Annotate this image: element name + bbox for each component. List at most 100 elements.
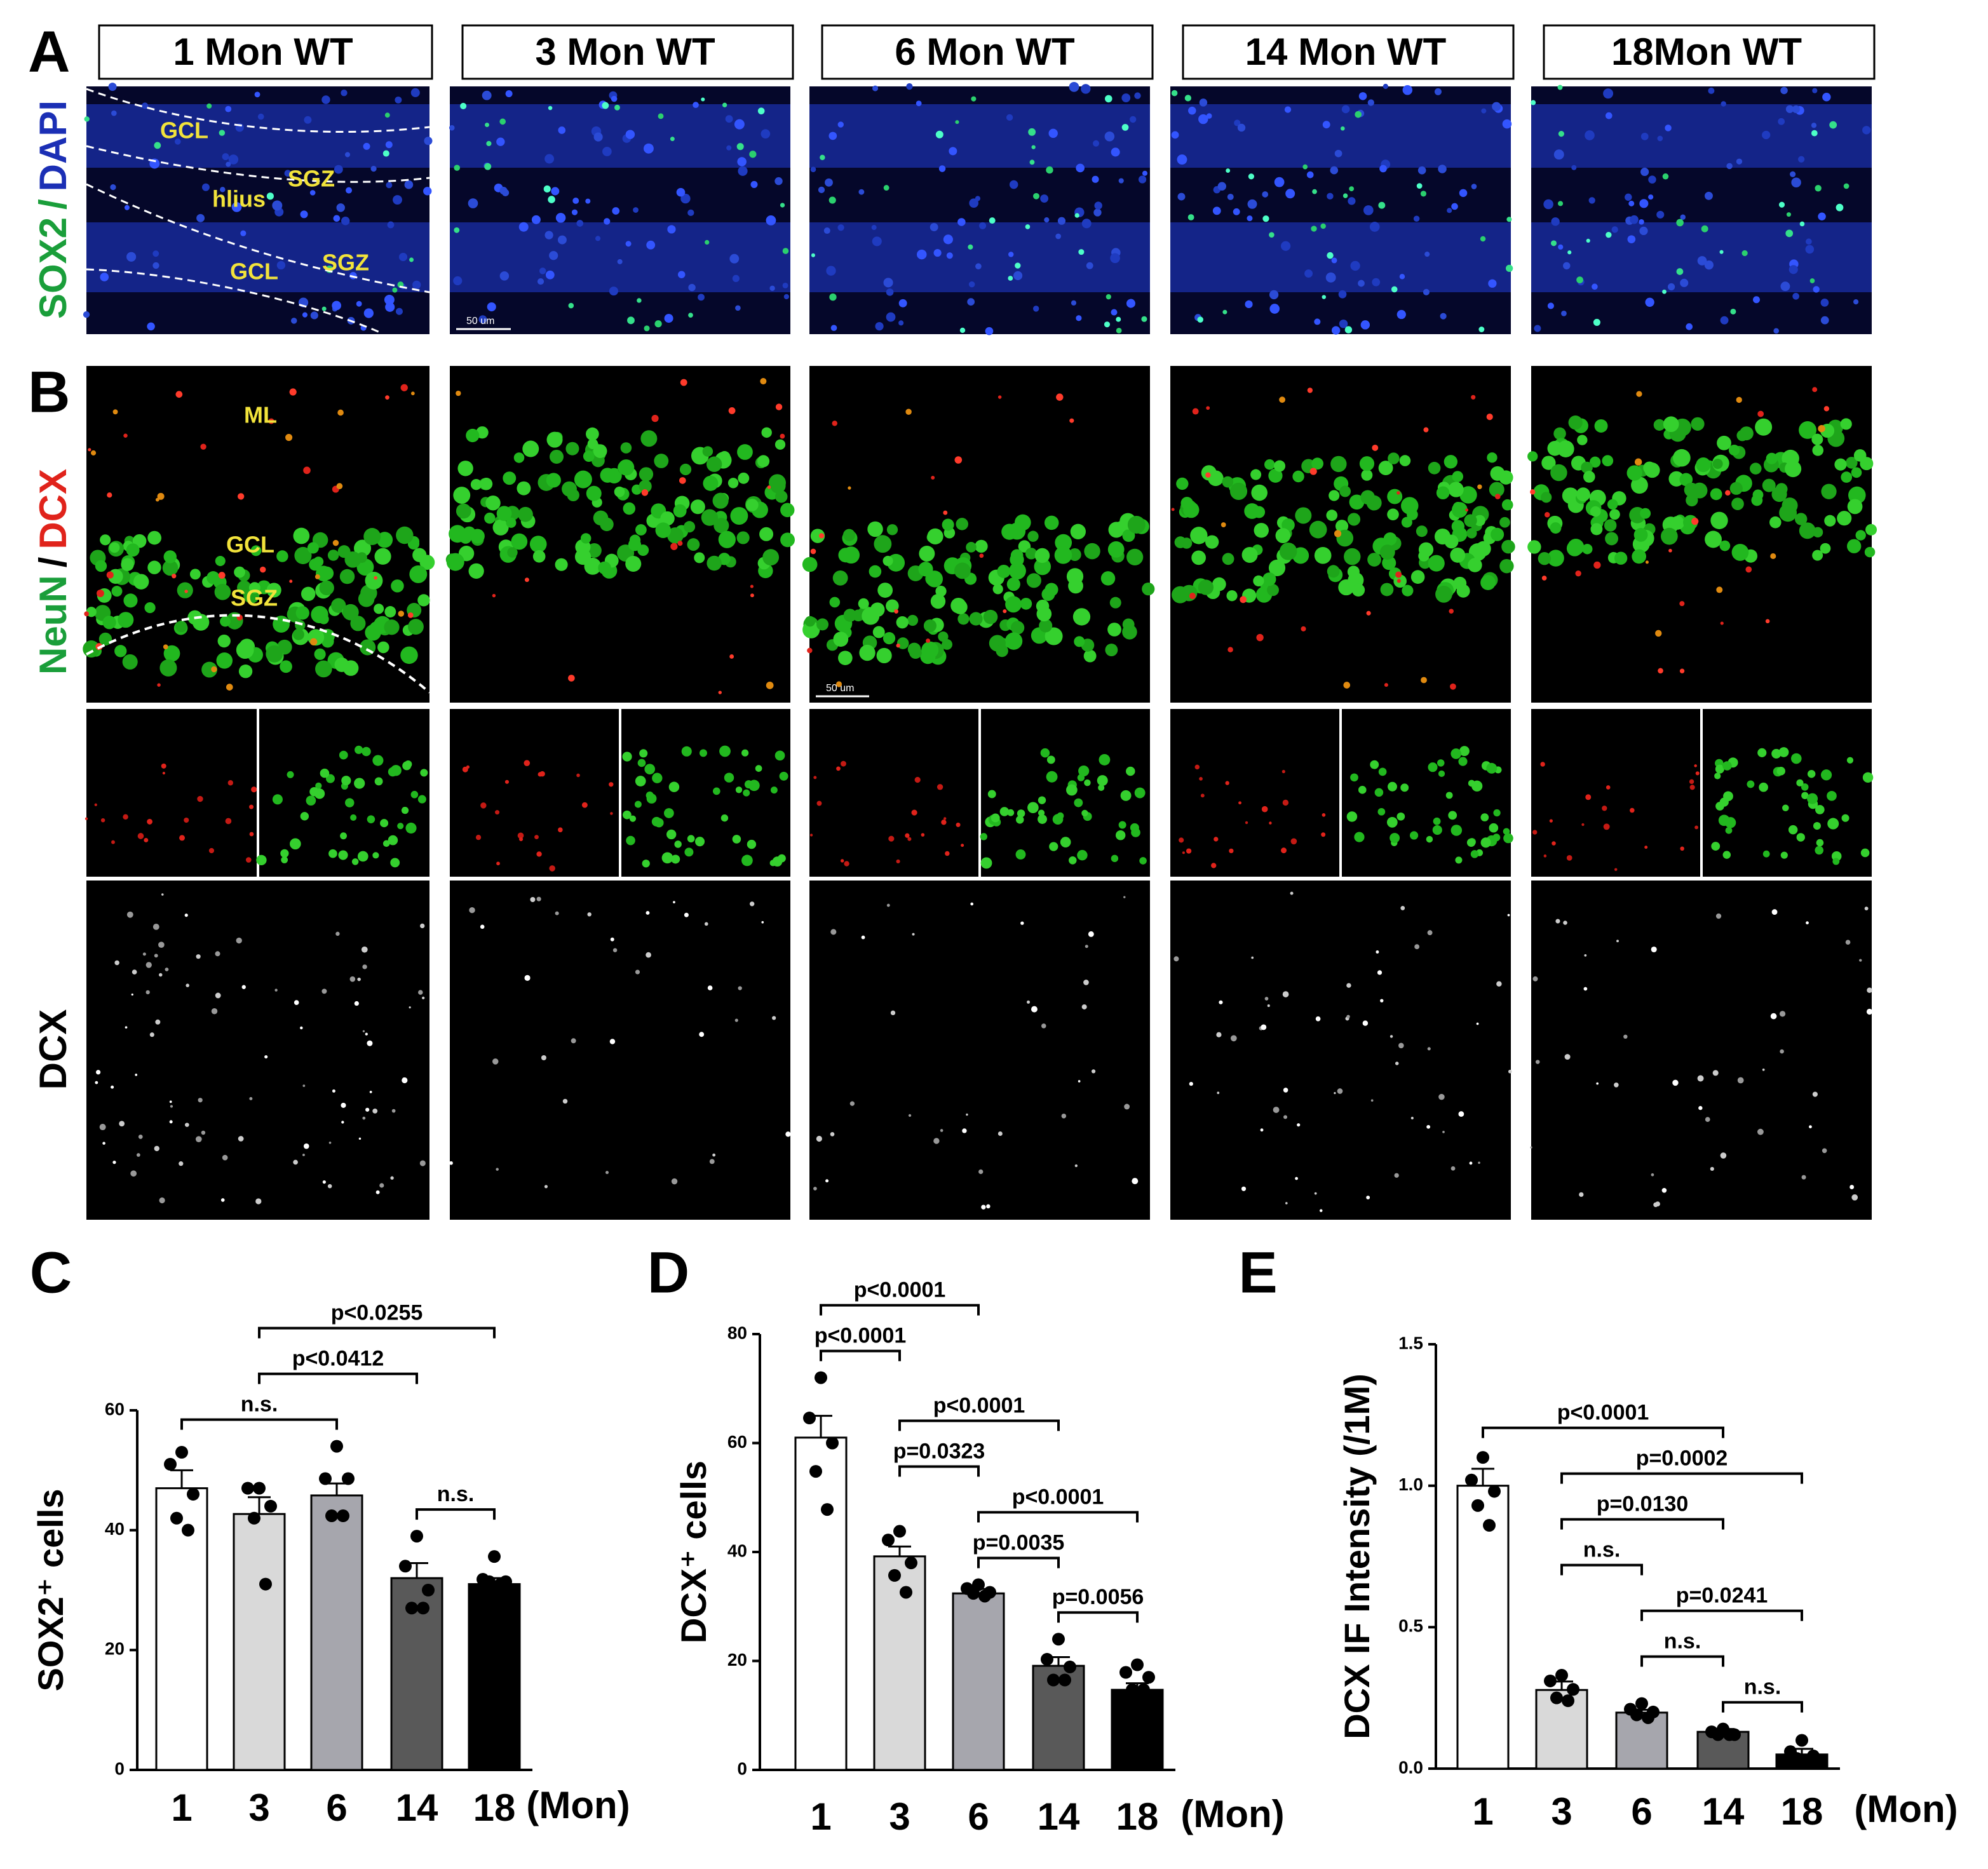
cell [1780,1049,1784,1054]
cell [1480,837,1491,848]
data-point [175,1446,188,1459]
cell [295,606,309,620]
cell [809,833,813,837]
significance-label: p<0.0255 [331,1301,423,1325]
cell [374,576,377,580]
cell [849,1101,855,1106]
cell [336,483,343,490]
cell [1731,497,1744,511]
cell [1141,316,1147,322]
cell [545,270,555,280]
data-point [1795,1734,1808,1747]
cell [1074,798,1083,807]
cell [971,96,977,102]
cell [1435,586,1452,603]
cell [300,1026,303,1030]
cell [1581,461,1593,474]
cell [1330,455,1347,473]
cell [961,844,964,847]
cell [1347,565,1360,578]
region-annotation: SGZ [322,250,369,276]
cell [303,466,311,475]
data-point [488,1550,501,1563]
cell [1757,410,1764,417]
cell [1557,440,1574,457]
cell [1456,584,1470,598]
cell [518,222,529,232]
cell [555,558,568,571]
cell [1813,822,1821,830]
cell [722,102,727,107]
cell [676,187,686,197]
cell [1840,418,1852,430]
cell [358,1137,362,1140]
cell [1530,489,1536,495]
cell [907,642,921,656]
cell [1377,807,1386,816]
cell [1458,757,1468,766]
cell [1503,828,1510,835]
cell [228,154,239,165]
cell [953,600,968,614]
cell [1138,175,1147,184]
cell [114,645,127,658]
significance-label: p=0.0241 [1676,1584,1768,1608]
cell [1312,189,1317,194]
cell [300,210,308,219]
cell [1341,105,1350,114]
data-point [1126,1683,1139,1696]
cell [1034,548,1050,563]
x-tick-label: 6 [1631,1790,1652,1833]
cell [941,820,947,825]
cell [303,1143,309,1149]
cell [484,163,492,170]
data-point [422,1584,435,1596]
cell [712,787,720,795]
cell [1736,396,1742,403]
cell [1762,130,1771,140]
cell [828,196,836,204]
cell [602,147,612,156]
cell [336,203,345,212]
cell [1086,262,1093,269]
cell [921,833,925,837]
cell [1081,219,1092,229]
cell [409,257,414,262]
cell [1836,203,1844,212]
image-band [1170,104,1511,168]
significance-bracket [1640,1609,1803,1621]
cell [1780,86,1788,95]
cell [635,969,640,975]
cell [294,1000,299,1005]
cell [391,1109,396,1113]
cell [1864,907,1869,911]
cell [1603,823,1610,830]
image-dcx [809,881,1150,1220]
cell [1737,1077,1744,1084]
cell [1632,549,1647,564]
y-tick-label: 80 [727,1323,747,1342]
cell [654,320,662,328]
cell [1107,541,1125,558]
significance-bracket [1057,1611,1139,1623]
cell [125,1026,128,1029]
cell [1078,765,1090,777]
cell [1126,766,1135,776]
cell [454,165,461,171]
cell [1769,516,1782,529]
cell [1720,316,1729,325]
cell [1384,683,1388,687]
cell [420,769,428,777]
data-point [815,1371,827,1384]
cell [1661,1187,1667,1193]
cell [837,121,844,128]
cell [1359,456,1375,471]
cell [475,835,482,840]
cell [593,444,607,458]
cell [954,456,963,464]
cell [1416,525,1428,537]
cell [1818,212,1826,221]
cell [1014,514,1031,531]
x-tick-label: 6 [326,1786,347,1829]
cell [361,946,368,953]
